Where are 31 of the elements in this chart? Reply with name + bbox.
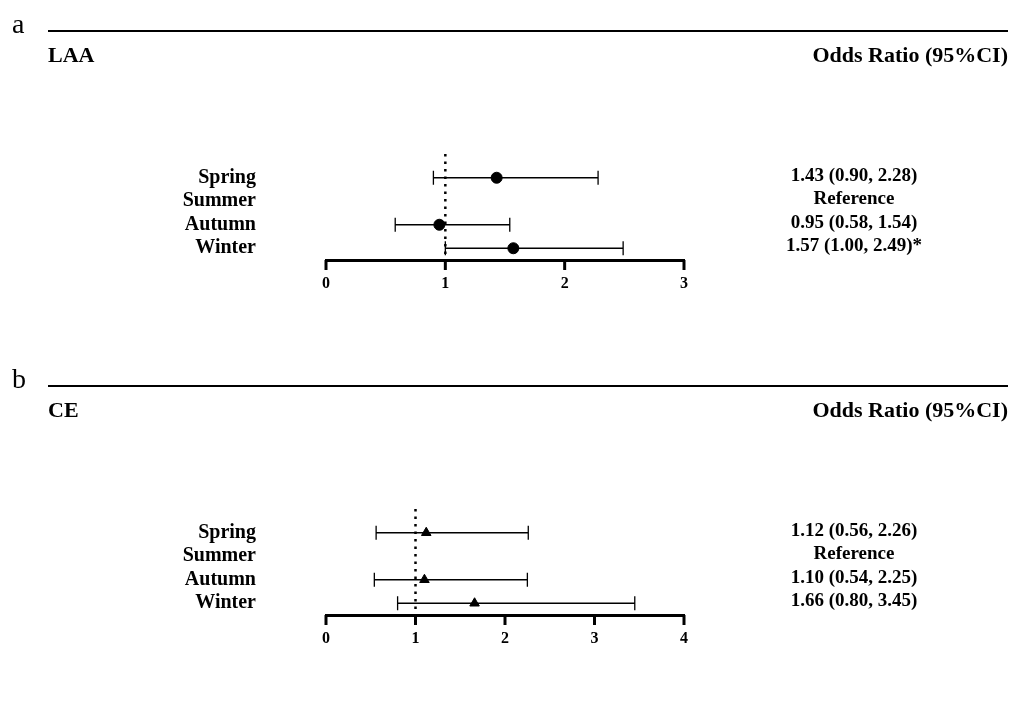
x-tick-label: 4 xyxy=(680,628,688,646)
x-tick-label: 2 xyxy=(560,273,569,291)
x-tick-label: 3 xyxy=(590,628,599,646)
x-tick-label: 0 xyxy=(322,628,330,646)
text: Odds Ratio (95%CI) xyxy=(812,42,1008,68)
y-tick-label: Winter xyxy=(195,590,257,613)
text: a xyxy=(12,8,25,40)
y-tick-label: Winter xyxy=(195,235,257,258)
data-label: 1.12 (0.56, 2.26) xyxy=(790,518,918,541)
data-label: 1.57 (1.00, 2.49)* xyxy=(785,234,923,257)
y-tick-label: Summer xyxy=(182,188,257,211)
x-tick-label: 3 xyxy=(680,273,688,291)
text: Odds Ratio (95%CI) xyxy=(812,397,1008,423)
x-tick-label: 2 xyxy=(501,628,509,646)
x-tick-label: 1 xyxy=(441,273,450,291)
y-tick-label: Summer xyxy=(182,543,257,566)
text: Reference xyxy=(813,187,895,209)
text: CE xyxy=(48,397,79,423)
text: Reference xyxy=(813,542,895,564)
x-tick-label: 1 xyxy=(411,628,420,646)
x-tick-label: 0 xyxy=(322,273,330,291)
data-label: 1.66 (0.80, 3.45) xyxy=(790,589,918,612)
data-label: 0.95 (0.58, 1.54) xyxy=(790,210,918,233)
text: LAA xyxy=(48,42,95,68)
data-label: 1.10 (0.54, 2.25) xyxy=(790,565,918,588)
y-tick-label: Spring xyxy=(198,164,256,188)
data-label: 1.43 (0.90, 2.28) xyxy=(790,163,918,186)
y-tick-label: Spring xyxy=(198,519,256,543)
y-tick-label: Autumn xyxy=(184,566,256,589)
y-tick-label: Autumn xyxy=(184,211,256,234)
text: b xyxy=(12,363,26,395)
